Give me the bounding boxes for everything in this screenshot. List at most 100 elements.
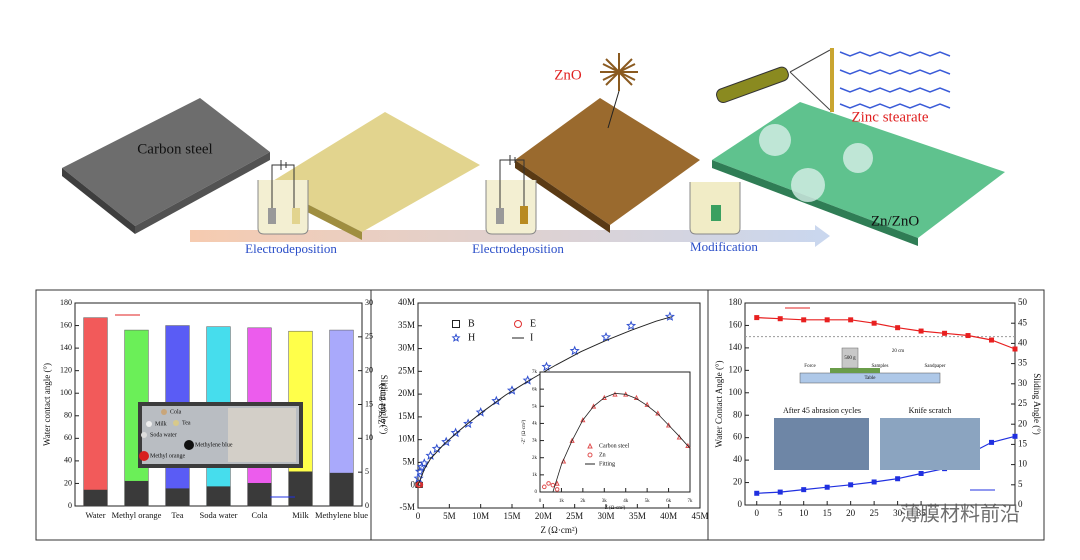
inset-label: Tea bbox=[182, 420, 191, 426]
y-tick-label: 0 bbox=[1018, 499, 1023, 509]
series-line bbox=[756, 317, 1016, 350]
x-tick-label: Cola bbox=[251, 510, 267, 520]
schematic: Carbon steel ZnO Zinc stearate Zn/ZnO El… bbox=[62, 48, 1005, 256]
marker bbox=[546, 481, 551, 486]
y-tick-label: 80 bbox=[733, 409, 743, 419]
legend-label: Carbon steel bbox=[599, 443, 629, 449]
inset-frame bbox=[539, 371, 691, 493]
legend-label: I bbox=[530, 332, 533, 343]
inset-label: Cola bbox=[170, 409, 182, 415]
droplet bbox=[843, 143, 873, 173]
x-tick-label: 5M bbox=[443, 511, 456, 521]
y-tick-label: 20 bbox=[733, 477, 743, 487]
y-tick-label: 20 bbox=[64, 478, 72, 487]
step-label: Modification bbox=[690, 239, 758, 254]
y-tick-label: -5M bbox=[400, 502, 416, 512]
y-tick-label: 180 bbox=[729, 297, 743, 307]
marker bbox=[965, 333, 971, 339]
y-tick-label: 40 bbox=[733, 454, 743, 464]
x-tick-label: 3k bbox=[602, 499, 608, 504]
bar bbox=[206, 486, 231, 506]
marker bbox=[425, 450, 436, 460]
y-tick-label: 15 bbox=[1018, 438, 1028, 448]
photo bbox=[774, 418, 869, 470]
photo-sample bbox=[228, 408, 296, 462]
marker bbox=[664, 311, 675, 321]
axis-label: Sliding angle (°) bbox=[379, 375, 389, 435]
label: Zn/ZnO bbox=[871, 213, 919, 229]
axis-label: -Z″ (Ω·cm²) bbox=[521, 419, 527, 444]
electrode bbox=[292, 208, 300, 224]
slab-edge bbox=[712, 160, 918, 246]
marker bbox=[569, 345, 580, 356]
marker bbox=[824, 317, 830, 323]
x-tick-label: 6k bbox=[666, 499, 672, 504]
y-tick-label: 60 bbox=[733, 432, 743, 442]
x-tick-label: Methyl orange bbox=[112, 510, 162, 520]
zn-slab bbox=[268, 112, 480, 232]
marker bbox=[633, 394, 640, 401]
annotation: Knife scratch bbox=[909, 406, 952, 415]
y-tick-label: 60 bbox=[64, 433, 72, 442]
marker bbox=[895, 325, 901, 331]
marker bbox=[895, 476, 901, 482]
series-line bbox=[552, 392, 691, 493]
x-tick-label: 20 bbox=[846, 508, 856, 518]
x-tick-label: Methylene blue bbox=[315, 510, 368, 520]
x-tick-label: 25M bbox=[566, 511, 583, 521]
marker bbox=[1012, 346, 1018, 352]
axis-label: Z (Ω·cm²) bbox=[540, 525, 577, 535]
x-tick-label: 5k bbox=[645, 499, 651, 504]
marker bbox=[918, 470, 924, 476]
slab-edge bbox=[62, 168, 135, 234]
drop bbox=[139, 451, 149, 461]
drop bbox=[141, 432, 147, 438]
label: Carbon steel bbox=[137, 141, 212, 157]
inset-label: Methylene blue bbox=[195, 442, 233, 448]
x-tick-label: 0 bbox=[416, 511, 421, 521]
x-tick-label: 0 bbox=[539, 499, 542, 504]
sandpaper bbox=[830, 368, 880, 373]
zinc-stearate-layer bbox=[830, 48, 834, 112]
y-tick-label: 15M bbox=[398, 411, 415, 421]
y-tick-label: 6k bbox=[532, 387, 538, 392]
marker bbox=[569, 437, 575, 443]
drop bbox=[184, 440, 194, 450]
x-tick-label: 15 bbox=[823, 508, 833, 518]
pointer bbox=[607, 90, 620, 129]
pointer bbox=[789, 49, 831, 73]
marker bbox=[541, 361, 552, 372]
y-tick-label: 10 bbox=[365, 433, 373, 442]
y-tick-label: 160 bbox=[729, 320, 743, 330]
plot-frame bbox=[417, 302, 701, 509]
marker bbox=[587, 442, 593, 449]
marker bbox=[918, 328, 924, 334]
y-tick-label: 20 bbox=[365, 365, 373, 374]
bar bbox=[124, 480, 149, 506]
marker bbox=[665, 422, 672, 428]
y-tick-label: 25M bbox=[398, 365, 415, 375]
electrode bbox=[496, 208, 504, 224]
marker bbox=[685, 442, 691, 449]
x-tick-label: 1k bbox=[559, 499, 565, 504]
marker bbox=[754, 315, 760, 321]
x-tick-label: Tea bbox=[171, 510, 183, 520]
marker bbox=[754, 490, 760, 496]
pointer bbox=[789, 71, 831, 111]
y-tick-label: 10 bbox=[1018, 459, 1028, 469]
y-tick-label: 30 bbox=[365, 298, 373, 307]
axis-label: Water Contact Angle (°) bbox=[714, 360, 724, 447]
marker bbox=[475, 406, 486, 417]
marker bbox=[451, 333, 461, 342]
sample bbox=[711, 205, 721, 221]
y-tick-label: 80 bbox=[64, 411, 72, 420]
x-tick-label: 0 bbox=[754, 508, 759, 518]
x-tick-label: Soda water bbox=[199, 510, 237, 520]
y-tick-label: 10M bbox=[398, 434, 415, 444]
zinc-stearate-chains bbox=[839, 51, 951, 109]
x-tick-label: 30M bbox=[597, 511, 614, 521]
inset-label: Milk bbox=[155, 421, 167, 427]
axis-label: Sliding Angle (°) bbox=[1032, 373, 1042, 435]
